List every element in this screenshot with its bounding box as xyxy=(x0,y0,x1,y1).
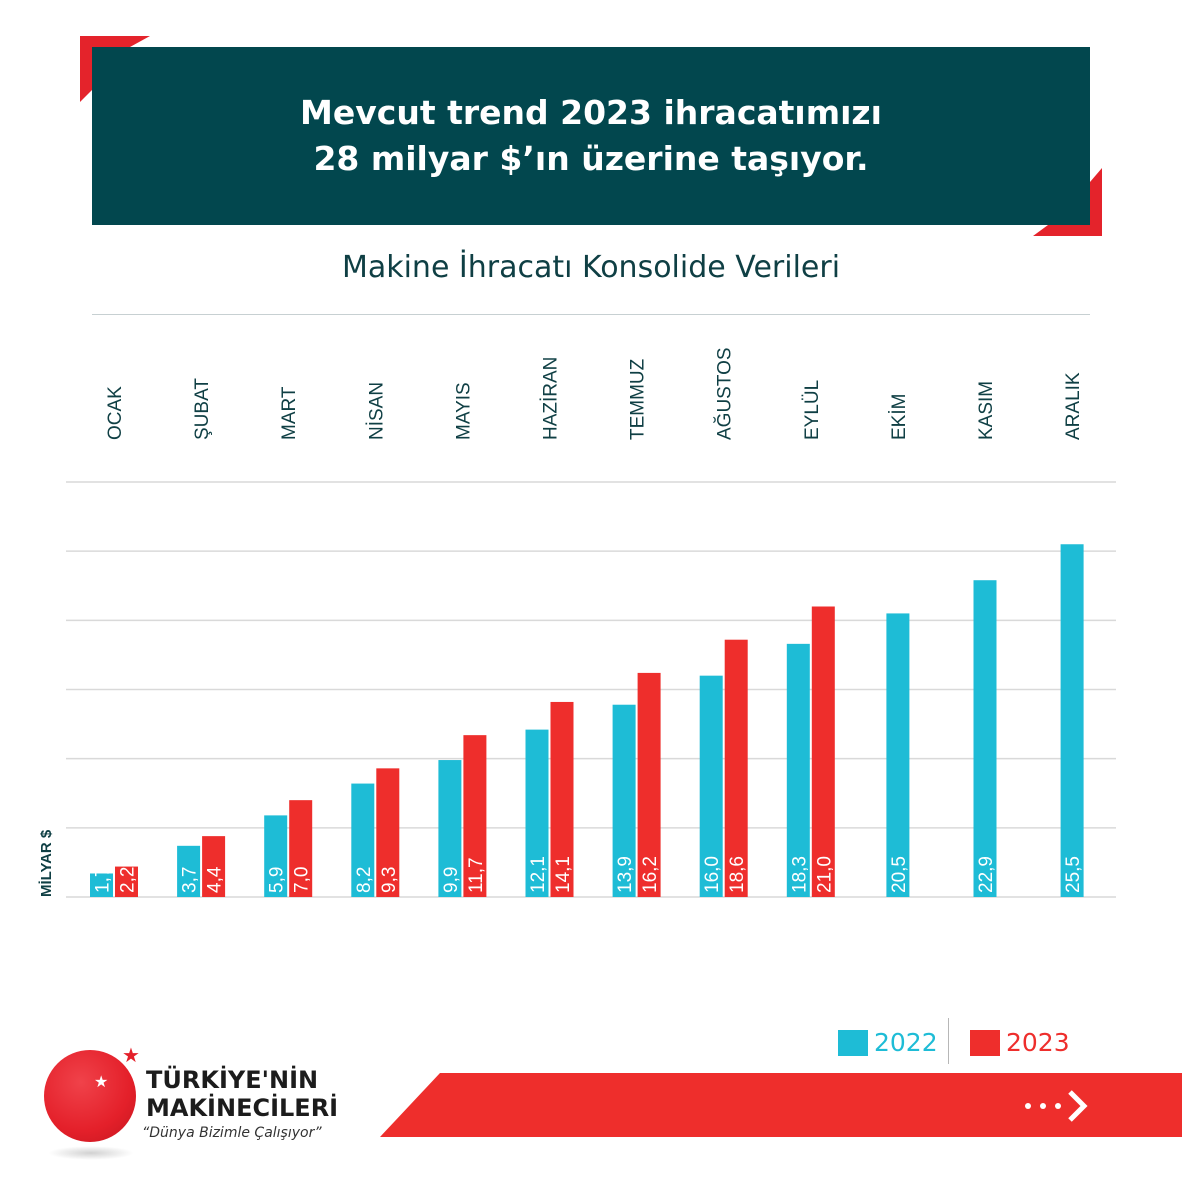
tick-label-mart: MART xyxy=(279,386,300,440)
bar-2022-temmuz xyxy=(612,704,636,897)
tick-label-mayis: MAYIS xyxy=(453,382,474,440)
data-label-2022-ni̇san: 8,2 xyxy=(354,867,375,893)
bar-2022-mayis xyxy=(438,760,462,897)
bar-2022-ocak xyxy=(90,873,113,897)
logo-shadow xyxy=(48,1146,134,1160)
bar-2023-ocak xyxy=(115,866,138,897)
header-banner: Mevcut trend 2023 ihracatımızı 28 milyar… xyxy=(92,47,1090,225)
data-label-2023-ağustos: 18,6 xyxy=(727,856,748,893)
logo-star-accent-icon: ★ xyxy=(122,1043,140,1067)
data-label-2022-ocak: 1,7 xyxy=(93,867,114,893)
brand-name-line-2: MAKİNECİLERİ xyxy=(146,1094,339,1122)
bar-chart: MİLYAR $ OCAK 1,7 2,2 ŞUBAT 3,7 4,4 MART 5,9 7,0 N… xyxy=(38,347,1116,898)
bar-2023-mayis xyxy=(463,735,487,897)
data-label-2023-ocak: 2,2 xyxy=(118,867,139,893)
bar-2022-aralik xyxy=(1060,544,1084,897)
tick-label-aralik: ARALIK xyxy=(1063,372,1084,440)
bar-2023-eylül xyxy=(811,606,835,897)
legend-item-2023: 2023 xyxy=(970,1028,1070,1057)
tick-label-eki̇m: EKİM xyxy=(889,394,910,440)
tick-label-şubat: ŞUBAT xyxy=(192,378,213,440)
data-label-2023-şubat: 4,4 xyxy=(205,866,226,893)
data-label-2022-kasim: 22,9 xyxy=(976,856,997,893)
legend-item-2022: 2022 xyxy=(838,1028,938,1057)
bar-2023-ni̇san xyxy=(376,768,400,897)
tick-label-ocak: OCAK xyxy=(105,386,126,440)
legend-label-2022: 2022 xyxy=(874,1028,938,1057)
data-label-2023-eylül: 21,0 xyxy=(814,856,835,893)
data-label-2022-eylül: 18,3 xyxy=(789,856,810,893)
bar-2022-kasim xyxy=(973,580,997,897)
bar-2023-mart xyxy=(289,800,313,897)
bar-2023-temmuz xyxy=(637,672,661,897)
header-line-1: Mevcut trend 2023 ihracatımızı xyxy=(300,93,882,132)
bar-2022-hazi̇ran xyxy=(525,729,549,897)
data-label-2023-mart: 7,0 xyxy=(292,867,313,893)
logo-star-icon: ★ xyxy=(94,1072,109,1091)
bar-2022-ağustos xyxy=(699,675,723,897)
data-label-2022-temmuz: 13,9 xyxy=(615,856,636,893)
brand-slogan: “Dünya Bizimle Çalışıyor” xyxy=(142,1125,322,1141)
arrow-right-icon[interactable] xyxy=(1018,1088,1092,1124)
legend-swatch-2023 xyxy=(970,1029,1000,1056)
chart-title: Makine İhracatı Konsolide Verileri xyxy=(341,250,841,285)
bar-2023-şubat xyxy=(202,836,226,897)
brand-name-line-1: TÜRKİYE'NİN xyxy=(146,1066,319,1094)
data-label-2022-mayis: 9,9 xyxy=(441,867,462,893)
data-label-2023-mayis: 11,7 xyxy=(466,857,487,893)
bar-2022-ni̇san xyxy=(351,783,375,897)
tick-label-ağustos: AĞUSTOS xyxy=(714,347,736,440)
bar-2023-hazi̇ran xyxy=(550,701,574,897)
data-label-2022-hazi̇ran: 12,1 xyxy=(528,856,549,893)
data-label-2022-şubat: 3,7 xyxy=(180,867,201,893)
legend-swatch-2022 xyxy=(838,1029,868,1056)
bar-2022-mart xyxy=(264,815,288,897)
legend-label-2023: 2023 xyxy=(1006,1028,1070,1057)
bar-2022-eylül xyxy=(786,643,810,897)
title-divider xyxy=(92,314,1090,315)
tick-label-eylül: EYLÜL xyxy=(802,380,823,440)
bar-2022-eki̇m xyxy=(886,613,910,897)
tick-label-ni̇san: NİSAN xyxy=(366,382,387,440)
data-label-2023-hazi̇ran: 14,1 xyxy=(553,856,574,893)
data-label-2022-mart: 5,9 xyxy=(267,867,288,893)
y-axis-label: MİLYAR $ xyxy=(38,829,55,897)
data-label-2022-aralik: 25,5 xyxy=(1063,856,1084,893)
header-line-2: 28 milyar $’ın üzerine taşıyor. xyxy=(313,139,869,178)
logo-circle xyxy=(44,1050,136,1142)
data-label-2022-ağustos: 16,0 xyxy=(702,856,723,893)
tick-label-temmuz: TEMMUZ xyxy=(628,358,649,440)
data-label-2023-ni̇san: 9,3 xyxy=(379,867,400,893)
legend-divider xyxy=(948,1018,949,1064)
tick-label-hazi̇ran: HAZİRAN xyxy=(541,357,562,440)
data-label-2022-eki̇m: 20,5 xyxy=(889,856,910,893)
bar-2023-ağustos xyxy=(724,639,748,897)
data-label-2023-temmuz: 16,2 xyxy=(640,856,661,893)
bar-2022-şubat xyxy=(177,845,201,897)
tick-label-kasim: KASIM xyxy=(976,381,997,440)
